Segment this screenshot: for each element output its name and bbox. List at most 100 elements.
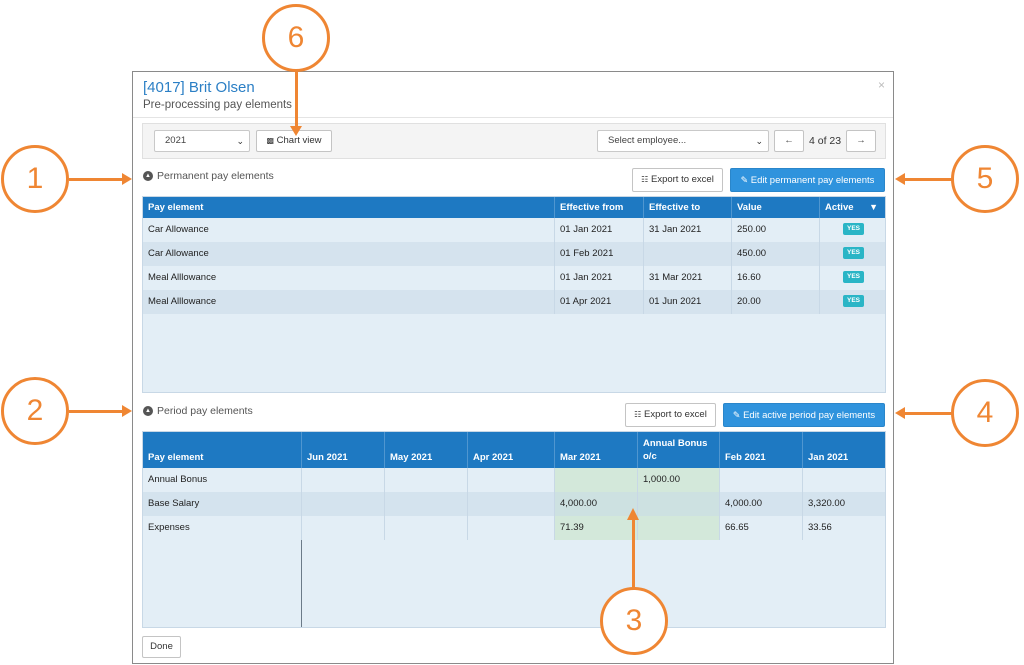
chevron-down-icon: ⌄ — [236, 136, 244, 146]
table-cell: 16.60 — [732, 266, 820, 290]
active-badge: YES — [842, 223, 864, 236]
toolbar: 2021 ⌄ ▩ Chart view Select employee... ⌄… — [142, 123, 886, 159]
column-header[interactable]: Value — [732, 197, 820, 218]
chevron-down-icon: ⌄ — [755, 136, 763, 146]
table-cell: Car Allowance — [143, 218, 555, 242]
arrow-6 — [295, 72, 298, 129]
edit-permanent-label: Edit permanent pay elements — [750, 175, 875, 186]
column-header[interactable]: Effective to — [644, 197, 732, 218]
table-row[interactable]: Car Allowance 01 Jan 2021 31 Jan 2021 250.0… — [143, 218, 885, 242]
table-row[interactable]: Car Allowance 01 Feb 2021 450.00 YES — [143, 242, 885, 266]
header-divider — [133, 117, 893, 118]
table-row[interactable]: Expenses 71.39 66.65 33.56 — [143, 516, 885, 540]
period-table-header: Pay element Jun 2021 May 2021 Apr 2021 M… — [143, 432, 885, 468]
next-employee-button[interactable]: → — [846, 130, 876, 152]
table-cell: Expenses — [143, 516, 302, 540]
column-header[interactable]: Annual Bonus o/c — [638, 432, 720, 468]
arrow-2 — [69, 410, 124, 413]
column-header[interactable]: Mar 2021 — [555, 432, 638, 468]
active-cell: YES — [820, 266, 887, 290]
table-cell: 3,320.00 — [808, 498, 845, 509]
table-cell — [468, 492, 555, 516]
table-cell: 01 Jan 2021 — [555, 218, 644, 242]
callout-2: 2 — [1, 377, 69, 445]
edit-permanent-button[interactable]: ✎ Edit permanent pay elements — [730, 168, 885, 192]
table-cell: Car Allowance — [143, 242, 555, 266]
column-header[interactable]: Apr 2021 — [468, 432, 555, 468]
arrowhead-1 — [122, 173, 132, 185]
table-cell: 71.39 — [555, 516, 638, 540]
table-row[interactable]: Meal Alllowance 01 Jan 2021 31 Mar 2021 16.… — [143, 266, 885, 290]
close-icon[interactable]: × — [877, 78, 885, 92]
table-cell: Base Salary — [143, 492, 302, 516]
column-header[interactable]: Effective from — [555, 197, 644, 218]
table-cell: 450.00 — [732, 242, 820, 266]
permanent-export-button[interactable]: ☷ Export to excel — [632, 168, 723, 192]
collapse-icon: ▲ — [143, 406, 153, 416]
table-cell — [302, 468, 385, 492]
period-export-label: Export to excel — [643, 409, 707, 420]
table-cell: 66.65 — [720, 516, 803, 540]
annual-bonus-header-suffix: o/c — [643, 451, 657, 462]
arrow-left-icon: ← — [784, 135, 794, 146]
permanent-pay-table: Pay element Effective from Effective to … — [142, 196, 886, 393]
arrow-5 — [905, 178, 952, 181]
done-button[interactable]: Done — [142, 636, 181, 658]
edit-period-label: Edit active period pay elements — [743, 410, 876, 421]
column-header[interactable]: Pay element — [143, 197, 555, 218]
active-cell: YES — [820, 218, 887, 242]
table-cell: 01 Feb 2021 — [555, 242, 644, 266]
year-select[interactable]: 2021 ⌄ — [154, 130, 250, 152]
chart-view-button[interactable]: ▩ Chart view — [256, 130, 332, 152]
permanent-section-label: Permanent pay elements — [157, 170, 274, 182]
period-pay-table: Pay element Jun 2021 May 2021 Apr 2021 M… — [142, 431, 886, 628]
table-cell: Meal Alllowance — [143, 266, 555, 290]
active-column-label: Active — [825, 202, 854, 213]
column-header[interactable]: Pay element — [143, 432, 302, 468]
modal-subtitle: Pre-processing pay elements — [143, 99, 292, 111]
arrowhead-2 — [122, 405, 132, 417]
arrowhead-3 — [627, 508, 639, 520]
arrow-4 — [905, 412, 952, 415]
column-header[interactable]: May 2021 — [385, 432, 468, 468]
table-row[interactable]: Annual Bonus 1,000.00 — [143, 468, 885, 492]
column-header[interactable]: Jan 2021 — [808, 452, 849, 463]
table-cell: 250.00 — [732, 218, 820, 242]
table-row[interactable]: Base Salary 4,000.00 4,000.00 3,320.00 — [143, 492, 885, 516]
filter-icon[interactable]: ▼ — [869, 202, 878, 212]
period-export-button[interactable]: ☷ Export to excel — [625, 403, 716, 427]
pay-elements-modal: [4017] Brit Olsen Pre-processing pay ele… — [132, 71, 894, 664]
edit-period-button[interactable]: ✎ Edit active period pay elements — [723, 403, 885, 427]
table-cell: 31 Jan 2021 — [644, 218, 732, 242]
table-cell: 4,000.00 — [720, 492, 803, 516]
period-section-toggle[interactable]: ▲ Period pay elements — [143, 405, 253, 417]
active-badge: YES — [842, 247, 864, 260]
chart-icon: ▩ — [266, 136, 275, 145]
permanent-table-header: Pay element Effective from Effective to … — [143, 197, 885, 218]
column-header[interactable]: Active ▼ — [820, 197, 887, 218]
employee-select-placeholder: Select employee... — [608, 135, 687, 146]
callout-5: 5 — [951, 145, 1019, 213]
column-header[interactable]: Feb 2021 — [720, 432, 803, 468]
table-cell — [385, 492, 468, 516]
table-cell — [385, 468, 468, 492]
file-icon: ☷ — [634, 410, 642, 419]
employee-pager: 4 of 23 — [809, 135, 842, 147]
table-cell — [302, 492, 385, 516]
table-cell: 01 Jan 2021 — [555, 266, 644, 290]
table-cell: 33.56 — [808, 522, 832, 533]
column-header[interactable]: Jun 2021 — [302, 432, 385, 468]
permanent-section-toggle[interactable]: ▲ Permanent pay elements — [143, 170, 274, 182]
table-cell — [468, 516, 555, 540]
employee-select[interactable]: Select employee... ⌄ — [597, 130, 769, 152]
table-cell — [638, 492, 720, 516]
callout-1: 1 — [1, 145, 69, 213]
annual-bonus-header-line: Annual Bonus — [643, 438, 708, 449]
table-cell: 20.00 — [732, 290, 820, 314]
table-cell: 1,000.00 — [638, 468, 720, 492]
table-row[interactable]: Meal Alllowance 01 Apr 2021 01 Jun 2021 20.… — [143, 290, 885, 314]
table-cell: Meal Alllowance — [143, 290, 555, 314]
previous-employee-button[interactable]: ← — [774, 130, 804, 152]
file-icon: ☷ — [641, 175, 649, 184]
callout-3: 3 — [600, 587, 668, 655]
